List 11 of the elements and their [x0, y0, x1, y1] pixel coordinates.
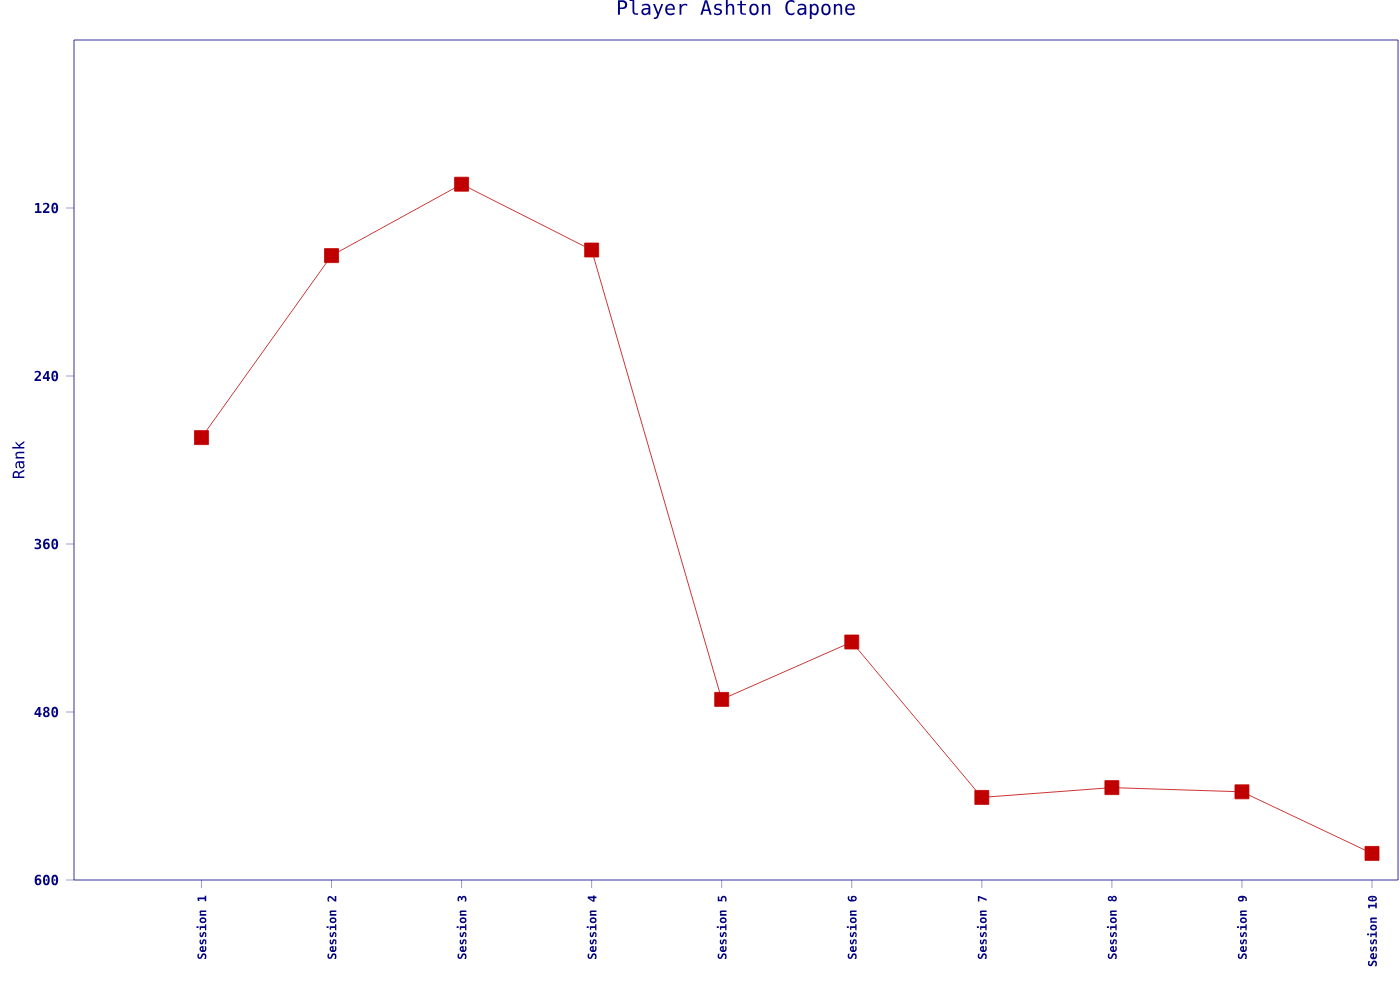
- point: [1234, 784, 1250, 800]
- point: [844, 634, 860, 650]
- point: [324, 248, 339, 264]
- chart-title: Player Ashton Capone: [617, 0, 855, 20]
- point: [1364, 846, 1380, 861]
- point: [714, 692, 730, 707]
- point: [454, 176, 469, 192]
- point: [974, 790, 990, 805]
- point: [584, 242, 600, 258]
- point: [194, 430, 209, 446]
- point: [1104, 780, 1120, 796]
